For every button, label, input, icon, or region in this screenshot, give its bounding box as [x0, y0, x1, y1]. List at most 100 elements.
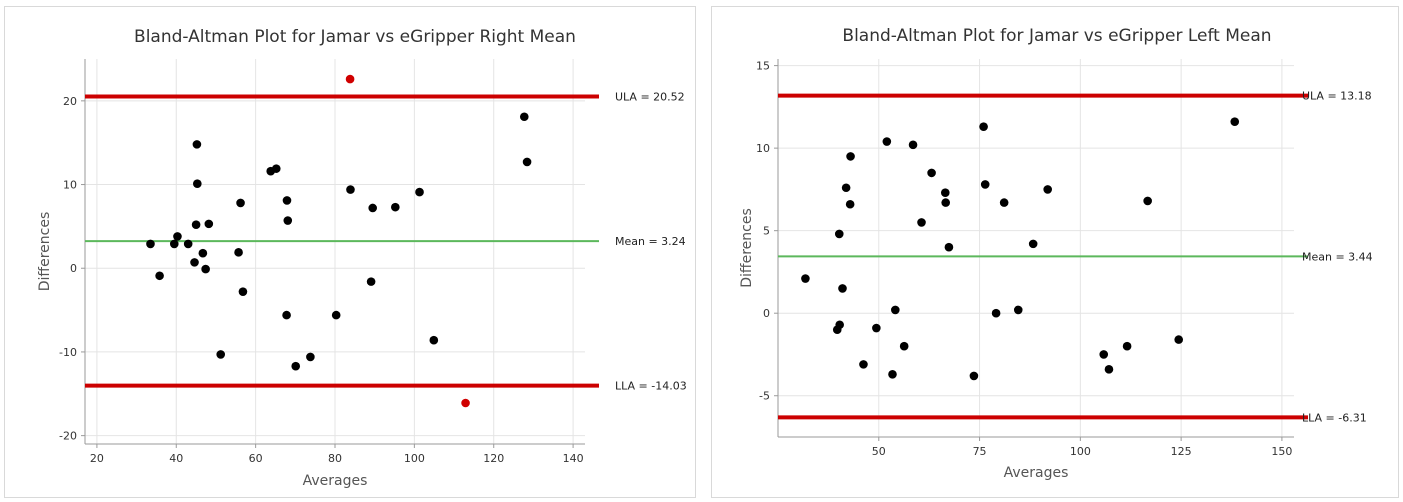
y-tick-label: 20 — [63, 95, 77, 108]
x-axis-label: Averages — [303, 473, 368, 489]
data-point — [519, 112, 529, 122]
data-point — [1122, 341, 1132, 351]
x-axis-label: Averages — [1004, 465, 1069, 481]
data-point — [841, 183, 851, 193]
data-point — [190, 258, 199, 267]
data-point — [888, 369, 897, 379]
data-point — [1099, 350, 1109, 359]
data-point — [1043, 185, 1052, 194]
y-axis-label: Differences — [739, 208, 755, 287]
data-point — [838, 284, 847, 293]
data-point — [979, 122, 988, 131]
lla-label: LLA = -14.03 — [615, 380, 687, 393]
x-tick-label: 50 — [872, 445, 886, 458]
data-point — [1104, 365, 1114, 374]
data-point — [331, 310, 341, 320]
data-point — [204, 219, 214, 229]
data-point — [1143, 196, 1152, 206]
data-point — [192, 140, 202, 149]
y-tick-label: 0 — [70, 262, 77, 275]
chart-panel-left-mean: Bland-Altman Plot for Jamar vs eGripper … — [711, 6, 1399, 498]
data-point — [191, 220, 201, 230]
data-point — [415, 187, 424, 197]
data-point — [845, 199, 855, 209]
y-tick-label: 0 — [763, 307, 770, 320]
outlier-point — [461, 398, 470, 408]
x-tick-label: 75 — [973, 445, 987, 458]
y-tick-label: -20 — [59, 430, 77, 443]
x-tick-label: 60 — [249, 452, 263, 465]
data-point — [1013, 305, 1023, 315]
data-point — [834, 229, 844, 239]
x-tick-label: 150 — [1271, 445, 1292, 458]
data-point — [835, 320, 844, 330]
data-point — [944, 242, 954, 252]
data-point — [198, 248, 208, 258]
lla-label: LLA = -6.31 — [1302, 411, 1367, 424]
x-tick-label: 125 — [1171, 445, 1192, 458]
data-point — [238, 287, 248, 296]
data-point — [155, 271, 164, 281]
data-point — [173, 232, 182, 241]
data-point — [169, 239, 179, 249]
x-tick-label: 20 — [90, 452, 104, 465]
chart-panel-right-mean: Bland-Altman Plot for Jamar vs eGripper … — [4, 6, 696, 498]
x-tick-label: 120 — [483, 452, 504, 465]
data-point — [366, 277, 376, 286]
mean-label: Mean = 3.44 — [1302, 250, 1373, 263]
x-tick-label: 100 — [404, 452, 425, 465]
data-point — [882, 137, 892, 146]
data-point — [859, 360, 868, 369]
data-point — [368, 203, 377, 213]
y-tick-label: 15 — [756, 60, 770, 73]
y-tick-label: -10 — [59, 346, 77, 359]
data-point — [999, 198, 1009, 207]
ula-label: ULA = 20.52 — [615, 90, 685, 103]
data-point — [872, 323, 881, 333]
data-point — [429, 335, 439, 345]
data-point — [1174, 335, 1184, 344]
data-point — [346, 185, 355, 194]
data-point — [917, 218, 926, 227]
y-tick-label: 5 — [763, 225, 770, 238]
chart-title: Bland-Altman Plot for Jamar vs eGripper … — [842, 26, 1271, 46]
data-point — [216, 350, 226, 359]
data-point — [282, 196, 292, 205]
y-axis-label: Differences — [37, 212, 53, 291]
data-point — [991, 308, 1001, 318]
data-point — [1028, 239, 1038, 249]
data-point — [899, 341, 909, 351]
ula-label: ULA = 13.18 — [1302, 90, 1372, 103]
data-point — [969, 371, 979, 381]
y-tick-label: -5 — [759, 390, 770, 403]
bland-altman-chart-left: Bland-Altman Plot for Jamar vs eGripper … — [739, 26, 1373, 481]
outlier-point — [345, 74, 355, 84]
data-point — [291, 361, 301, 371]
data-point — [183, 239, 193, 249]
data-point — [801, 274, 810, 283]
chart-title: Bland-Altman Plot for Jamar vs eGripper … — [134, 27, 576, 47]
x-tick-label: 140 — [563, 452, 584, 465]
data-point — [283, 216, 293, 225]
data-point — [391, 202, 400, 212]
data-point — [146, 239, 155, 249]
x-tick-label: 40 — [169, 452, 183, 465]
data-point — [522, 157, 532, 167]
data-point — [927, 168, 936, 178]
data-point — [941, 198, 950, 207]
data-point — [271, 164, 281, 173]
y-tick-label: 10 — [756, 142, 770, 155]
data-point — [201, 264, 210, 274]
data-point — [236, 198, 245, 208]
mean-label: Mean = 3.24 — [615, 235, 686, 248]
bland-altman-chart-right: Bland-Altman Plot for Jamar vs eGripper … — [37, 27, 687, 489]
data-point — [1230, 117, 1240, 127]
data-point — [234, 248, 243, 257]
data-point — [891, 305, 900, 315]
data-point — [908, 140, 918, 150]
data-point — [193, 179, 202, 189]
data-point — [980, 180, 990, 189]
data-point — [306, 352, 315, 362]
data-point — [940, 188, 950, 198]
x-tick-label: 80 — [328, 452, 342, 465]
